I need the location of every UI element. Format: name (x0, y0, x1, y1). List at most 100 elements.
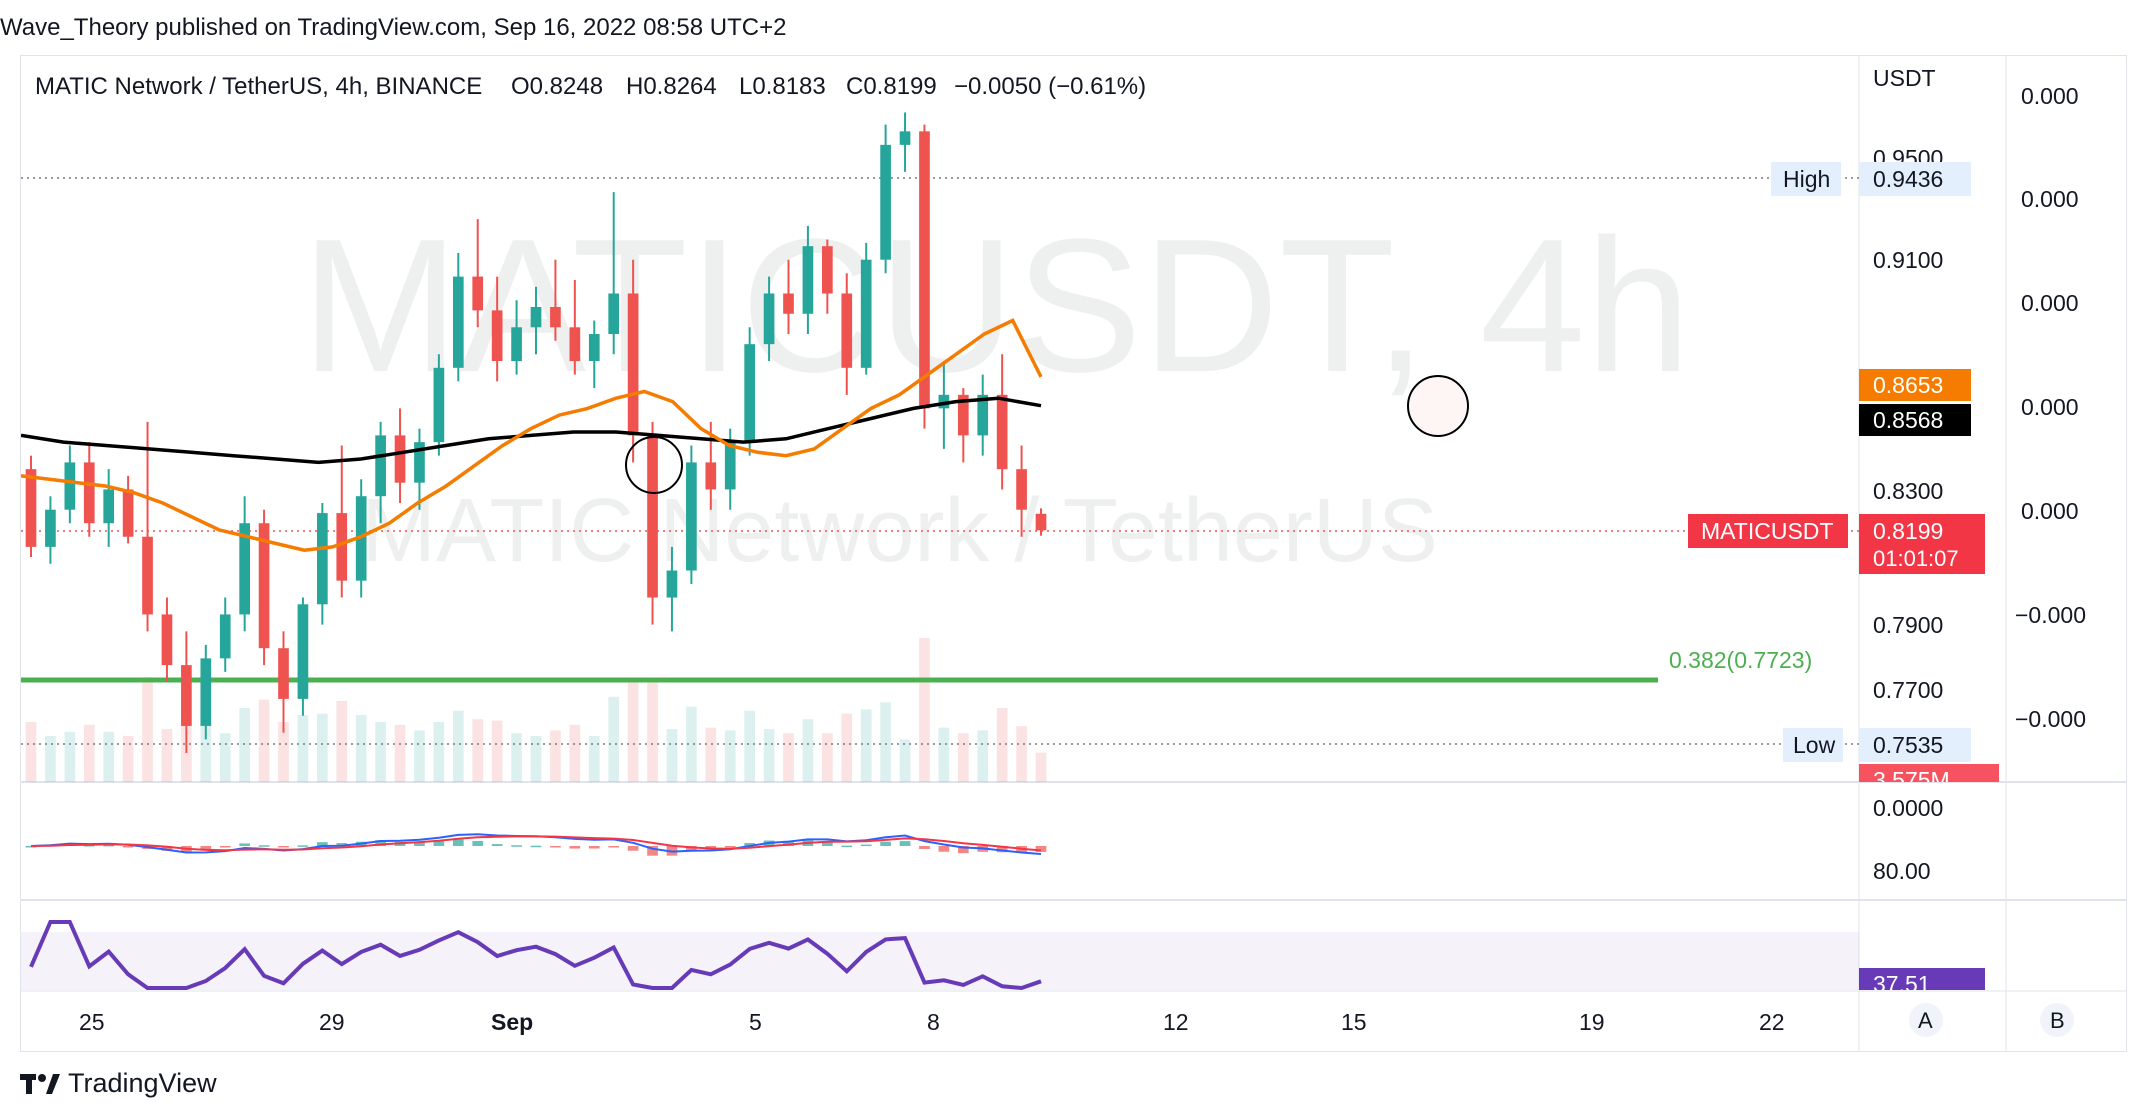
macd-bar (83, 845, 95, 847)
candle-body (996, 394, 1008, 470)
volume-bar (608, 696, 620, 782)
macd-signal-line[interactable] (30, 835, 1042, 852)
candle (142, 421, 153, 632)
macd-bar (1035, 846, 1047, 852)
publish-info: Wave_Theory published on TradingView.com… (0, 14, 787, 41)
candle-body (122, 489, 134, 537)
volume-bar (452, 710, 464, 782)
volume-bar (355, 715, 367, 782)
chart-frame[interactable]: MATICUSDT, 4h MATIC Network / TetherUS M… (20, 55, 2127, 1052)
secondary-tick: 0.000 (2021, 290, 2079, 316)
candle (977, 374, 989, 456)
macd-bar (200, 846, 212, 851)
ema50-tag (1859, 369, 1971, 401)
price-chart[interactable]: MATICUSDT, 4h MATIC Network / TetherUS M… (20, 56, 2126, 1051)
macd-bar (744, 842, 755, 846)
candle (686, 445, 697, 585)
candle (472, 219, 484, 328)
candle (336, 445, 348, 598)
macd-bar (957, 846, 969, 854)
volume-tag-value: 3.575M (1873, 767, 1950, 793)
candle (588, 320, 600, 389)
candles (25, 112, 1047, 753)
volume-bar (744, 710, 755, 782)
secondary-tick: 0.000 (2021, 83, 2079, 109)
candle-body (25, 469, 37, 547)
volume-bar (278, 722, 289, 782)
volume-bar (627, 680, 639, 782)
secondary-scale-button[interactable]: B (2040, 1003, 2074, 1037)
macd-bar (569, 846, 581, 849)
candle (181, 631, 192, 753)
candle (64, 445, 76, 524)
macd-bar (880, 841, 891, 846)
macd-bar (472, 841, 484, 846)
rsi-line[interactable] (29, 920, 1042, 991)
time-tick: 22 (1759, 1009, 1785, 1035)
tradingview-logo-icon (20, 1073, 60, 1094)
candle (627, 259, 639, 463)
macd-bar (219, 846, 231, 848)
high-label-text: High (1783, 166, 1830, 192)
volume-bar (841, 713, 853, 782)
cross-circle-annotation[interactable] (1407, 375, 1469, 437)
candle-body (45, 509, 56, 547)
auto-scale-button[interactable]: A (1909, 1003, 1943, 1037)
candle-body (919, 131, 930, 409)
ema50-line[interactable] (20, 318, 1043, 552)
candle (705, 421, 717, 510)
candle-body (394, 435, 406, 483)
volume-bar (569, 724, 581, 782)
secondary-tick: 0.000 (2021, 498, 2079, 524)
candle-body (103, 489, 115, 524)
candle-body (763, 293, 775, 345)
volume-bar (83, 724, 95, 782)
macd-bar (297, 845, 309, 847)
volume-bar (1016, 726, 1027, 782)
price-axis-currency: USDT (1873, 65, 1936, 91)
volume-bar (899, 739, 911, 782)
volume-bar (822, 733, 833, 782)
last-price-value: 0.8199 (1873, 518, 1943, 544)
macd-bar (647, 846, 658, 856)
time-tick: 12 (1163, 1009, 1189, 1035)
candle (83, 442, 95, 537)
volume-bar (996, 708, 1008, 782)
tradingview-footer[interactable]: TradingView (20, 1068, 217, 1099)
candle (1016, 445, 1027, 537)
candle (783, 259, 794, 335)
volume-bar (161, 729, 173, 782)
macd-bar (938, 846, 950, 852)
ohlc-legend: MATIC Network / TetherUS, 4h, BINANCE O0… (35, 73, 1146, 100)
candle-body (569, 327, 581, 362)
low-label: Low 0.7535 (1783, 728, 1971, 762)
symbol-tag (1688, 514, 1848, 548)
cross-circle-annotation[interactable] (625, 436, 683, 494)
volume-histogram (25, 638, 1047, 782)
candle-body (375, 435, 386, 497)
candle-body (83, 462, 95, 524)
candle-body (530, 307, 542, 328)
candle (414, 428, 425, 510)
candle-body (977, 394, 989, 436)
secondary-scale[interactable]: 0.000 0.000 0.000 0.000 0.000 −0.000 −0.… (2015, 83, 2086, 732)
candle (161, 597, 173, 683)
volume-bar (1035, 752, 1047, 782)
macd-bar (608, 846, 620, 848)
candle (278, 631, 289, 733)
macd-bar (491, 844, 503, 846)
secondary-tick: 0.000 (2021, 186, 2079, 212)
volume-bar (375, 722, 386, 782)
candle (802, 225, 814, 335)
candle (394, 408, 406, 503)
time-axis[interactable]: 25 29 Sep 5 8 12 15 19 22 (79, 1009, 1785, 1035)
candle (647, 421, 658, 625)
ema200-line[interactable] (20, 396, 1042, 465)
legend-open: O0.8248 (511, 73, 603, 100)
ema200-tag (1859, 404, 1971, 436)
candle (550, 259, 561, 341)
candle-body (278, 648, 289, 699)
macd-tick: 0.0000 (1873, 795, 1943, 821)
candle (258, 509, 270, 666)
candle-body (64, 462, 76, 510)
